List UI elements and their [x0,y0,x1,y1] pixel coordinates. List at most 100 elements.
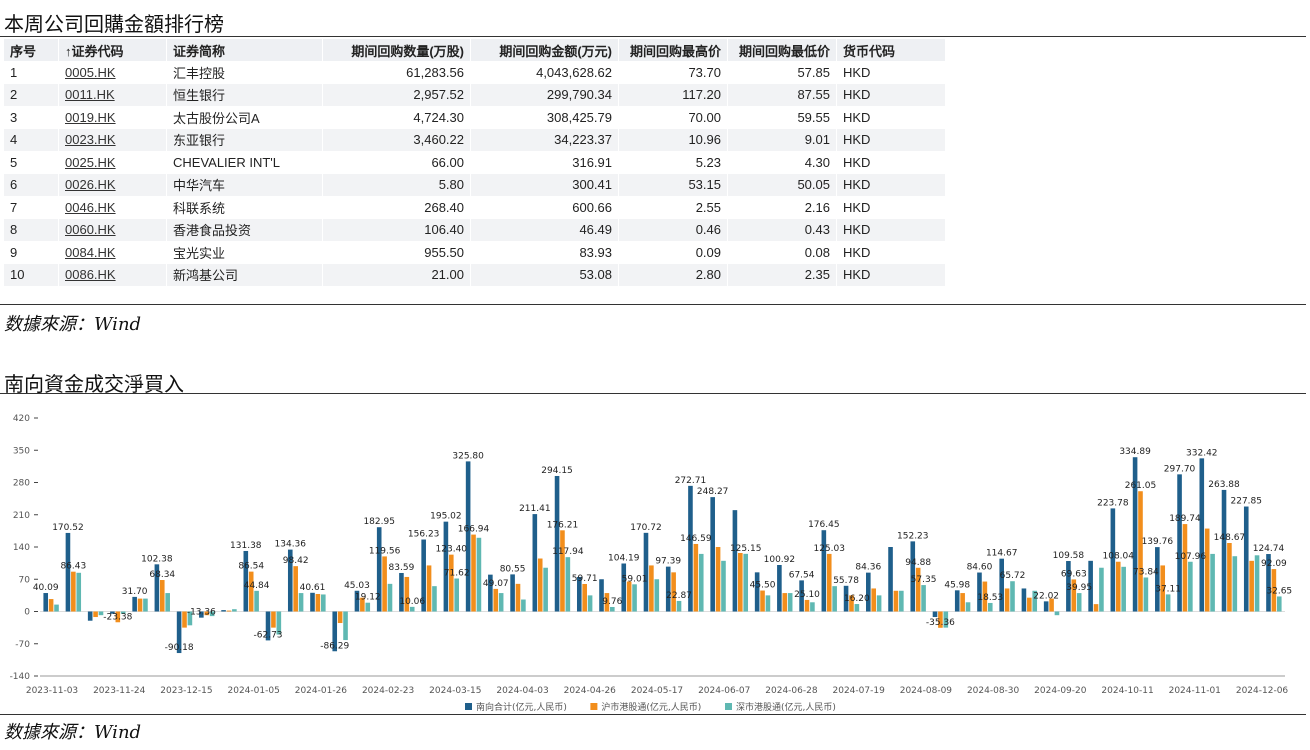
cell-amount: 53.08 [470,263,619,286]
table-row[interactable]: 2 0011.HK 恒生银行 2,957.52 299,790.34 117.20 87.5… [4,83,946,106]
col-header-high[interactable]: 期间回购最高价 [618,39,728,61]
data-label: 131.38 [230,541,262,551]
bar-shenzhen [76,572,82,612]
cell-code[interactable]: 0060.HK [58,218,167,241]
bar-shanghai [337,611,343,624]
col-header-low[interactable]: 期间回购最低价 [727,39,837,61]
bar-shenzhen [498,593,504,612]
cell-code[interactable]: 0005.HK [58,61,167,84]
bar-shanghai [426,565,432,612]
bar-shanghai [915,567,921,612]
cell-high: 2.55 [618,196,728,219]
cell-code[interactable]: 0019.HK [58,106,167,129]
cell-code[interactable]: 0023.HK [58,128,167,151]
data-label: 67.54 [789,570,815,580]
table-row[interactable]: 9 0084.HK 宝光实业 955.50 83.93 0.09 0.08 HKD [4,241,946,264]
data-label: 263.88 [1208,480,1240,490]
cell-code[interactable]: 0025.HK [58,151,167,174]
bar-shenzhen [1232,556,1238,612]
bar-shenzhen [387,583,393,612]
col-header-code[interactable]: ↑证券代码 [58,39,167,61]
cell-code[interactable]: 0046.HK [58,196,167,219]
cell-code[interactable]: 0086.HK [58,263,167,286]
cell-code[interactable]: 0026.HK [58,173,167,196]
bar-total [65,532,71,612]
bar-shanghai [159,580,165,612]
cell-name: 太古股份公司A [166,106,323,129]
bar-total [599,579,604,612]
cell-high: 10.96 [618,128,728,151]
table-row[interactable]: 10 0086.HK 新鸿基公司 21.00 53.08 2.80 2.35 HKD [4,263,946,286]
bar-shenzhen [209,611,215,617]
data-label: 195.02 [430,512,462,522]
data-label: 248.27 [697,487,729,497]
bar-shenzhen [165,593,170,612]
cell-low: 57.85 [727,61,837,84]
bar-total [354,590,360,612]
data-label: 45.98 [944,580,970,590]
data-label: 170.52 [52,523,84,533]
table-rule [0,304,1306,305]
cell-code[interactable]: 0011.HK [58,83,167,106]
cell-rank: 5 [4,151,59,174]
cell-low: 9.01 [727,128,837,151]
col-header-name[interactable]: 证券简称 [166,39,323,61]
bar-total [176,611,182,654]
y-tick-label: 0 [24,608,30,618]
cell-rank: 9 [4,241,59,264]
col-header-rank[interactable]: 序号 [4,39,59,61]
bar-shenzhen [321,594,326,612]
chart-source-note: 数據來源：Wind [4,722,142,743]
cell-currency: HKD [836,151,946,174]
bar-shenzhen [476,537,482,612]
data-label: 86.54 [238,562,264,572]
bar-shenzhen [1032,590,1038,612]
bar-total [132,596,137,612]
x-tick-label: 2024-11-01 [1169,686,1221,696]
table-row[interactable]: 1 0005.HK 汇丰控股 61,283.56 4,043,628.62 73.70 57… [4,61,946,84]
x-tick-label: 2024-04-03 [496,686,548,696]
data-label: 18.53 [977,593,1003,603]
bar-shanghai [382,556,387,612]
cell-low: 2.16 [727,196,837,219]
x-tick-label: 2024-08-30 [967,686,1020,696]
table-row[interactable]: 4 0023.HK 东亚银行 3,460.22 34,223.37 10.96 9.01 HK… [4,128,946,151]
cell-quantity: 21.00 [322,263,471,286]
data-label: 211.41 [519,504,551,514]
table-row[interactable]: 3 0019.HK 太古股份公司A 4,724.30 308,425.79 70.00 59… [4,106,946,129]
bar-total [488,574,493,612]
col-header-currency[interactable]: 货币代码 [836,39,946,61]
data-label: 94.88 [905,558,931,568]
cell-code[interactable]: 0084.HK [58,241,167,264]
bar-total [1177,474,1182,612]
bar-shanghai [804,599,810,612]
table-source-note: 数據來源：Wind [4,314,142,335]
bar-shanghai [471,534,476,612]
bar-shanghai [1071,579,1077,612]
bar-total [866,572,871,612]
data-label: -23.38 [103,612,132,622]
table-row[interactable]: 8 0060.HK 香港食品投资 106.40 46.49 0.46 0.43 HKD [4,218,946,241]
cell-name: 东亚银行 [166,128,323,151]
bar-shanghai [226,610,232,612]
bar-shenzhen [765,595,771,612]
x-tick-label: 2024-06-07 [698,686,750,696]
table-row[interactable]: 7 0046.HK 科联系统 268.40 600.66 2.55 2.16 HKD [4,196,946,219]
cell-low: 0.08 [727,241,837,264]
cell-quantity: 268.40 [322,196,471,219]
bar-shanghai [1182,524,1188,612]
data-label: 104.19 [608,553,640,563]
data-label: 114.67 [986,549,1018,559]
col-header-quantity[interactable]: 期间回购数量(万股) [322,39,471,61]
bar-shenzhen [832,586,837,612]
data-label: 40.09 [33,583,59,593]
data-label: 92.09 [1261,559,1287,569]
bar-shanghai [560,530,565,612]
bar-shenzhen [1188,561,1193,612]
col-header-amount[interactable]: 期间回购金额(万元) [470,39,619,61]
bar-shenzhen [610,607,615,612]
table-row[interactable]: 5 0025.HK CHEVALIER INT'L 66.00 316.91 5.23 4.… [4,151,946,174]
bar-shenzhen [1254,555,1260,612]
bar-shenzhen [143,598,148,612]
table-row[interactable]: 6 0026.HK 中华汽车 5.80 300.41 53.15 50.05 HKD [4,173,946,196]
